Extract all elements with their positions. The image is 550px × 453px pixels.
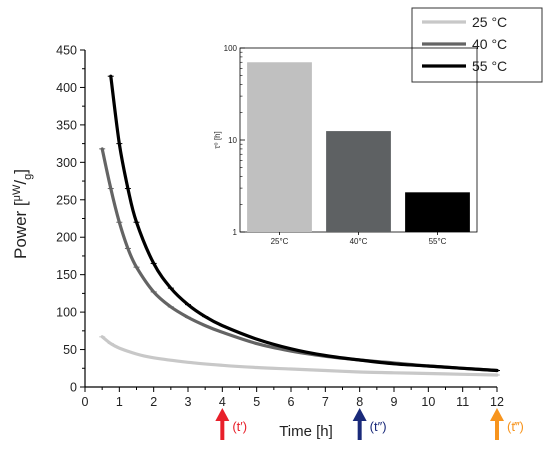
x-tick-label: 10	[421, 395, 435, 409]
y-tick-label: 300	[56, 156, 77, 170]
time-marker: (t‴)	[490, 408, 524, 440]
arrow-head-icon	[352, 408, 367, 421]
inset-y-tick-label: 100	[224, 44, 238, 53]
inset-x-tick-label: 40°C	[350, 237, 368, 246]
x-tick-label: 5	[253, 395, 260, 409]
legend: 25 °C 40 °C 55 °C	[411, 7, 543, 83]
x-tick-label: 0	[82, 395, 89, 409]
inset-y-axis-title: τ⁰ [h]	[213, 131, 222, 148]
time-markers: (t′) (t″) (t‴)	[215, 408, 524, 440]
inset-bar	[326, 131, 391, 232]
inset-x-tick-label: 25°C	[271, 237, 289, 246]
x-tick-label: 8	[356, 395, 363, 409]
inset-y-tick-label: 10	[228, 136, 237, 145]
x-tick-label: 7	[322, 395, 329, 409]
time-marker-label: (t′)	[232, 419, 247, 434]
time-marker: (t′)	[215, 408, 247, 440]
time-marker-label: (t‴)	[507, 419, 524, 434]
y-tick-label: 50	[63, 343, 77, 357]
y-tick-label: 350	[56, 118, 77, 132]
series-line	[100, 335, 499, 377]
series-25c	[99, 335, 500, 377]
inset-bar	[247, 62, 312, 233]
inset-x-tick-label: 55°C	[429, 237, 447, 246]
x-tick-label: 2	[150, 395, 157, 409]
x-axis-title: Time [h]	[279, 423, 333, 440]
legend-label: 55 °C	[472, 58, 507, 74]
y-tick-label: 100	[56, 306, 77, 320]
inset-bar-chart: 1 10 100 25°C 40°C 55°C τ⁰ [h]	[213, 44, 478, 246]
arrow-head-icon	[215, 408, 230, 421]
y-tick-label: 200	[56, 231, 77, 245]
time-marker-label: (t″)	[370, 419, 387, 434]
x-tick-label: 11	[456, 395, 469, 409]
series-55c	[107, 74, 500, 373]
y-tick-label: 0	[70, 381, 77, 395]
main-series-lines	[99, 74, 500, 377]
time-marker: (t″)	[352, 408, 387, 440]
inset-y-tick-label: 1	[233, 228, 238, 237]
x-tick-label: 12	[490, 395, 504, 409]
y-tick-label: 450	[56, 44, 77, 58]
x-tick-label: 9	[391, 395, 398, 409]
arrow-head-icon	[490, 408, 504, 421]
legend-label: 25 °C	[472, 14, 507, 30]
inset-bar	[405, 192, 470, 232]
x-tick-label: 1	[116, 395, 123, 409]
y-tick-label: 150	[56, 268, 77, 282]
y-tick-label: 250	[56, 193, 77, 207]
y-axis-title: Power [μW/g]	[11, 169, 34, 259]
y-tick-label: 400	[56, 81, 77, 95]
x-tick-label: 4	[219, 395, 226, 409]
x-tick-label: 6	[288, 395, 295, 409]
legend-label: 40 °C	[472, 36, 507, 52]
x-tick-label: 3	[185, 395, 192, 409]
